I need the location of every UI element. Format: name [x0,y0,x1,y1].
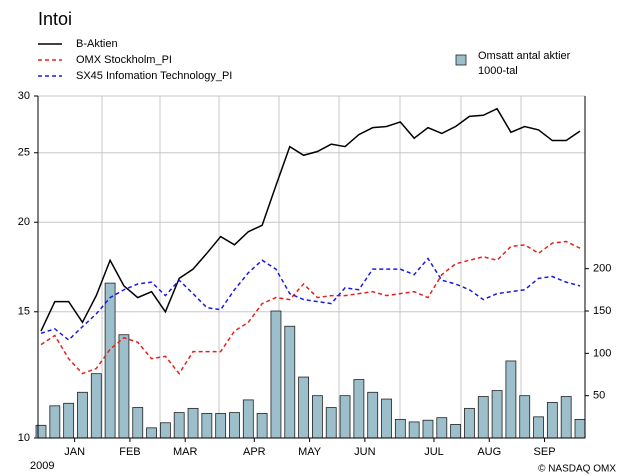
legend-label: SX45 Infomation Technology_PI [76,70,232,82]
bar [229,412,240,439]
x-tick-label: FEB [119,446,140,458]
bar [312,395,323,439]
chart-title: Intoi [38,9,72,29]
bar [491,390,503,439]
line [40,240,581,375]
bar [519,395,531,439]
bar [436,417,448,439]
x-tick-label: MAY [298,446,322,458]
bar [49,405,61,439]
bar [201,413,213,439]
line [40,107,581,332]
bar [77,391,88,439]
bar [505,360,517,439]
bar [574,418,586,439]
x-tick-label: AUG [477,446,501,458]
bar [159,422,171,439]
x-tick-label: MAR [173,446,198,458]
bar [173,412,185,439]
x-tick-label: JUN [354,446,375,458]
bar [367,391,379,439]
bar [215,413,227,439]
year-label: 2009 [30,460,54,472]
bar [422,419,434,439]
bar [104,282,116,439]
bar [408,421,420,439]
bar [63,402,75,439]
bar [132,407,144,439]
y2-tick-label: 200 [593,263,611,275]
bar [118,334,130,439]
bar [90,373,102,439]
y-tick-label: 30 [18,90,30,102]
bar [256,413,268,439]
bar [546,402,558,439]
y2-tick-label: 50 [593,390,605,402]
y-tick-label: 20 [18,216,30,228]
x-tick-label: SEP [534,446,556,458]
y-tick-label: 25 [18,147,30,159]
bar [464,407,475,439]
bar [477,396,489,439]
y-tick-label: 15 [18,306,30,318]
y2-tick-label: 150 [593,305,611,317]
bar [450,424,462,439]
x-tick-label: APR [243,446,266,458]
legend-label: OMX Stockholm_PI [76,54,172,66]
line [40,257,581,341]
legend-label: B-Aktien [76,38,118,50]
bar [381,398,392,439]
bar [298,376,309,439]
bar [339,395,351,439]
bar [270,310,282,439]
x-tick-label: JUL [424,446,444,458]
bar [353,379,365,439]
bar [187,407,199,439]
bar [284,325,296,439]
bar [560,396,572,439]
x-tick-label: JAN [64,446,85,458]
bar [242,399,254,439]
source: © NASDAQ OMX [538,464,616,475]
legend-swatch [455,54,467,66]
bar [146,427,157,439]
y2-tick-label: 100 [593,347,611,359]
y-tick-label: 10 [18,432,30,444]
legend-label: Omsatt antal aktier [478,50,571,62]
bar [394,418,406,439]
bar [325,407,337,439]
legend-unit: 1000-tal [478,65,518,77]
bar [533,416,544,439]
